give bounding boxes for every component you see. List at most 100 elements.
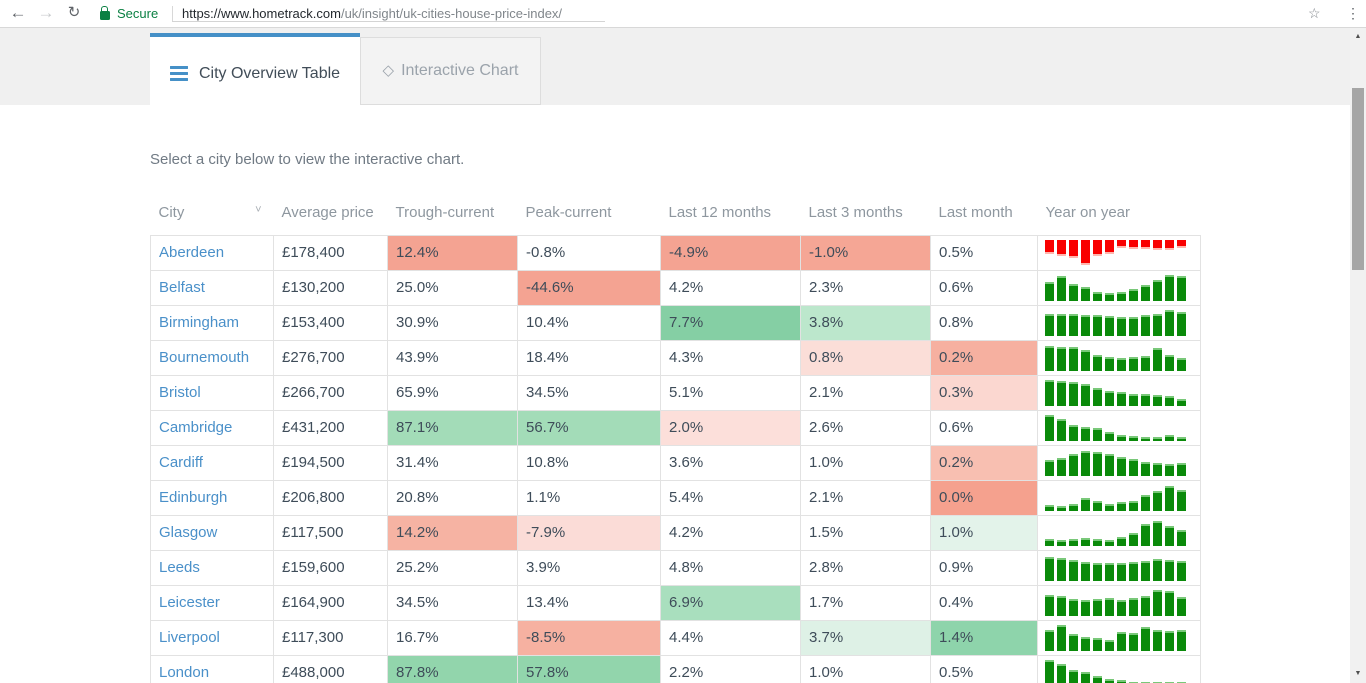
bookmark-star-icon[interactable]: ☆	[1308, 5, 1321, 21]
omnibox-separator	[172, 6, 173, 22]
city-link[interactable]: Edinburgh	[159, 489, 228, 506]
peak-current-cell: 57.8%	[517, 654, 661, 683]
sparkline-bar	[1105, 315, 1114, 336]
table-row: Cambridge £431,200 87.1% 56.7% 2.0% 2.6% 0.6%	[150, 409, 1201, 446]
sparkline-bar	[1057, 663, 1066, 683]
sparkline-bar	[1093, 354, 1102, 371]
last-12-months-cell: 2.0%	[660, 409, 801, 446]
sparkline-bar	[1093, 239, 1102, 256]
sparkline-bar	[1045, 459, 1054, 476]
city-link[interactable]: Birmingham	[159, 314, 240, 331]
sparkline-bar	[1117, 357, 1126, 371]
diamond-chart-icon: ◇	[382, 62, 395, 79]
table-row: Liverpool £117,300 16.7% -8.5% 4.4% 3.7% 1.4%	[150, 619, 1201, 656]
city-link[interactable]: London	[159, 664, 210, 681]
peak-current-cell: -8.5%	[517, 619, 661, 656]
scrollbar-down-icon[interactable]: ▼	[1354, 670, 1362, 677]
last-12-months-cell: 4.8%	[660, 549, 801, 586]
sparkline-bar	[1057, 457, 1066, 476]
sparkline-bar	[1105, 453, 1114, 476]
sparkline-bar	[1165, 239, 1174, 250]
scrollbar-up-icon[interactable]: ▲	[1354, 33, 1362, 40]
table-row: Cardiff £194,500 31.4% 10.8% 3.6% 1.0% 0.2%	[150, 444, 1201, 481]
sparkline-bar	[1069, 453, 1078, 476]
year-on-year-cell	[1037, 234, 1201, 271]
average-price-cell: £488,000	[273, 654, 388, 683]
sparkline-bar	[1117, 501, 1126, 511]
sparkline-bar	[1105, 639, 1114, 651]
sparkline-bar	[1153, 520, 1162, 546]
city-link[interactable]: Belfast	[159, 279, 205, 296]
last-month-cell: 0.6%	[930, 409, 1038, 446]
year-on-year-cell	[1037, 549, 1201, 586]
sparkline-bar	[1141, 560, 1150, 581]
sparkline-bar	[1129, 316, 1138, 336]
sparkline-bar	[1153, 394, 1162, 406]
tab-city-overview-table[interactable]: City Overview Table	[150, 33, 360, 110]
last-month-cell: 0.6%	[930, 269, 1038, 306]
sparkline-bar	[1045, 313, 1054, 336]
sparkline-bar	[1117, 599, 1126, 616]
tab-interactive-chart[interactable]: ◇ Interactive Chart	[360, 37, 541, 105]
last-month-cell: 0.5%	[930, 234, 1038, 271]
year-on-year-cell	[1037, 479, 1201, 516]
sparkline-bar	[1141, 436, 1150, 441]
forward-icon[interactable]: →	[37, 3, 55, 22]
reload-icon[interactable]: ↻	[67, 4, 81, 21]
city-cell: Leicester	[150, 584, 274, 621]
url-host: https://www.hometrack.com	[182, 6, 341, 21]
last-month-cell: 1.0%	[930, 514, 1038, 551]
browser-menu-icon[interactable]: ⋮	[1346, 5, 1360, 21]
sparkline-bar	[1057, 557, 1066, 581]
sparkline-bar	[1093, 314, 1102, 336]
sparkline-bar	[1153, 239, 1162, 250]
peak-current-cell: 10.8%	[517, 444, 661, 481]
table-row: Bournemouth £276,700 43.9% 18.4% 4.3% 0.8% 0.2…	[150, 339, 1201, 376]
scrollbar-thumb[interactable]	[1352, 88, 1364, 270]
city-link[interactable]: Liverpool	[159, 629, 220, 646]
yoy-sparkline	[1045, 520, 1200, 546]
table-header-row: City ˅ Average price Trough-current Peak-cur…	[151, 190, 1201, 235]
sparkline-bar	[1177, 357, 1186, 371]
sparkline-bar	[1093, 538, 1102, 546]
sparkline-bar	[1105, 539, 1114, 546]
address-bar[interactable]: https://www.hometrack.com/uk/insight/uk-…	[182, 6, 562, 21]
trough-current-cell: 25.0%	[387, 269, 518, 306]
sparkline-bar	[1081, 497, 1090, 511]
city-link[interactable]: Leeds	[159, 559, 200, 576]
sparkline-bar	[1081, 450, 1090, 476]
last-12-months-cell: 7.7%	[660, 304, 801, 341]
sparkline-bar	[1045, 504, 1054, 511]
city-link[interactable]: Leicester	[159, 594, 220, 611]
sparkline-bar	[1081, 383, 1090, 406]
yoy-sparkline	[1045, 309, 1200, 336]
sparkline-bar	[1141, 523, 1150, 546]
year-on-year-cell	[1037, 269, 1201, 306]
sparkline-bar	[1105, 597, 1114, 616]
city-link[interactable]: Cardiff	[159, 454, 203, 471]
city-cell: Cardiff	[150, 444, 274, 481]
yoy-sparkline	[1045, 555, 1200, 581]
city-link[interactable]: Glasgow	[159, 524, 218, 541]
city-link[interactable]: Aberdeen	[159, 244, 225, 261]
city-link[interactable]: Bristol	[159, 384, 201, 401]
year-on-year-cell	[1037, 304, 1201, 341]
header-last-12-months: Last 12 months	[668, 203, 772, 221]
header-city[interactable]: City ˅	[158, 203, 262, 221]
trough-current-cell: 87.1%	[387, 409, 518, 446]
sparkline-bar	[1165, 559, 1174, 581]
city-cell: Bristol	[150, 374, 274, 411]
sparkline-bar	[1093, 427, 1102, 441]
last-month-cell: 0.5%	[930, 654, 1038, 683]
sparkline-bar	[1069, 538, 1078, 546]
yoy-sparkline	[1045, 450, 1200, 476]
sparkline-bar	[1177, 596, 1186, 616]
sparkline-bar	[1081, 314, 1090, 336]
back-icon[interactable]: ←	[9, 3, 27, 22]
sparkline-bar	[1045, 594, 1054, 616]
browser-toolbar: ← → ↻ Secure https://www.hometrack.com/u…	[0, 0, 1366, 28]
city-link[interactable]: Bournemouth	[159, 349, 250, 366]
city-link[interactable]: Cambridge	[159, 419, 233, 436]
scrollbar-track[interactable]: ▲ ▼	[1350, 28, 1366, 683]
average-price-cell: £431,200	[273, 409, 388, 446]
